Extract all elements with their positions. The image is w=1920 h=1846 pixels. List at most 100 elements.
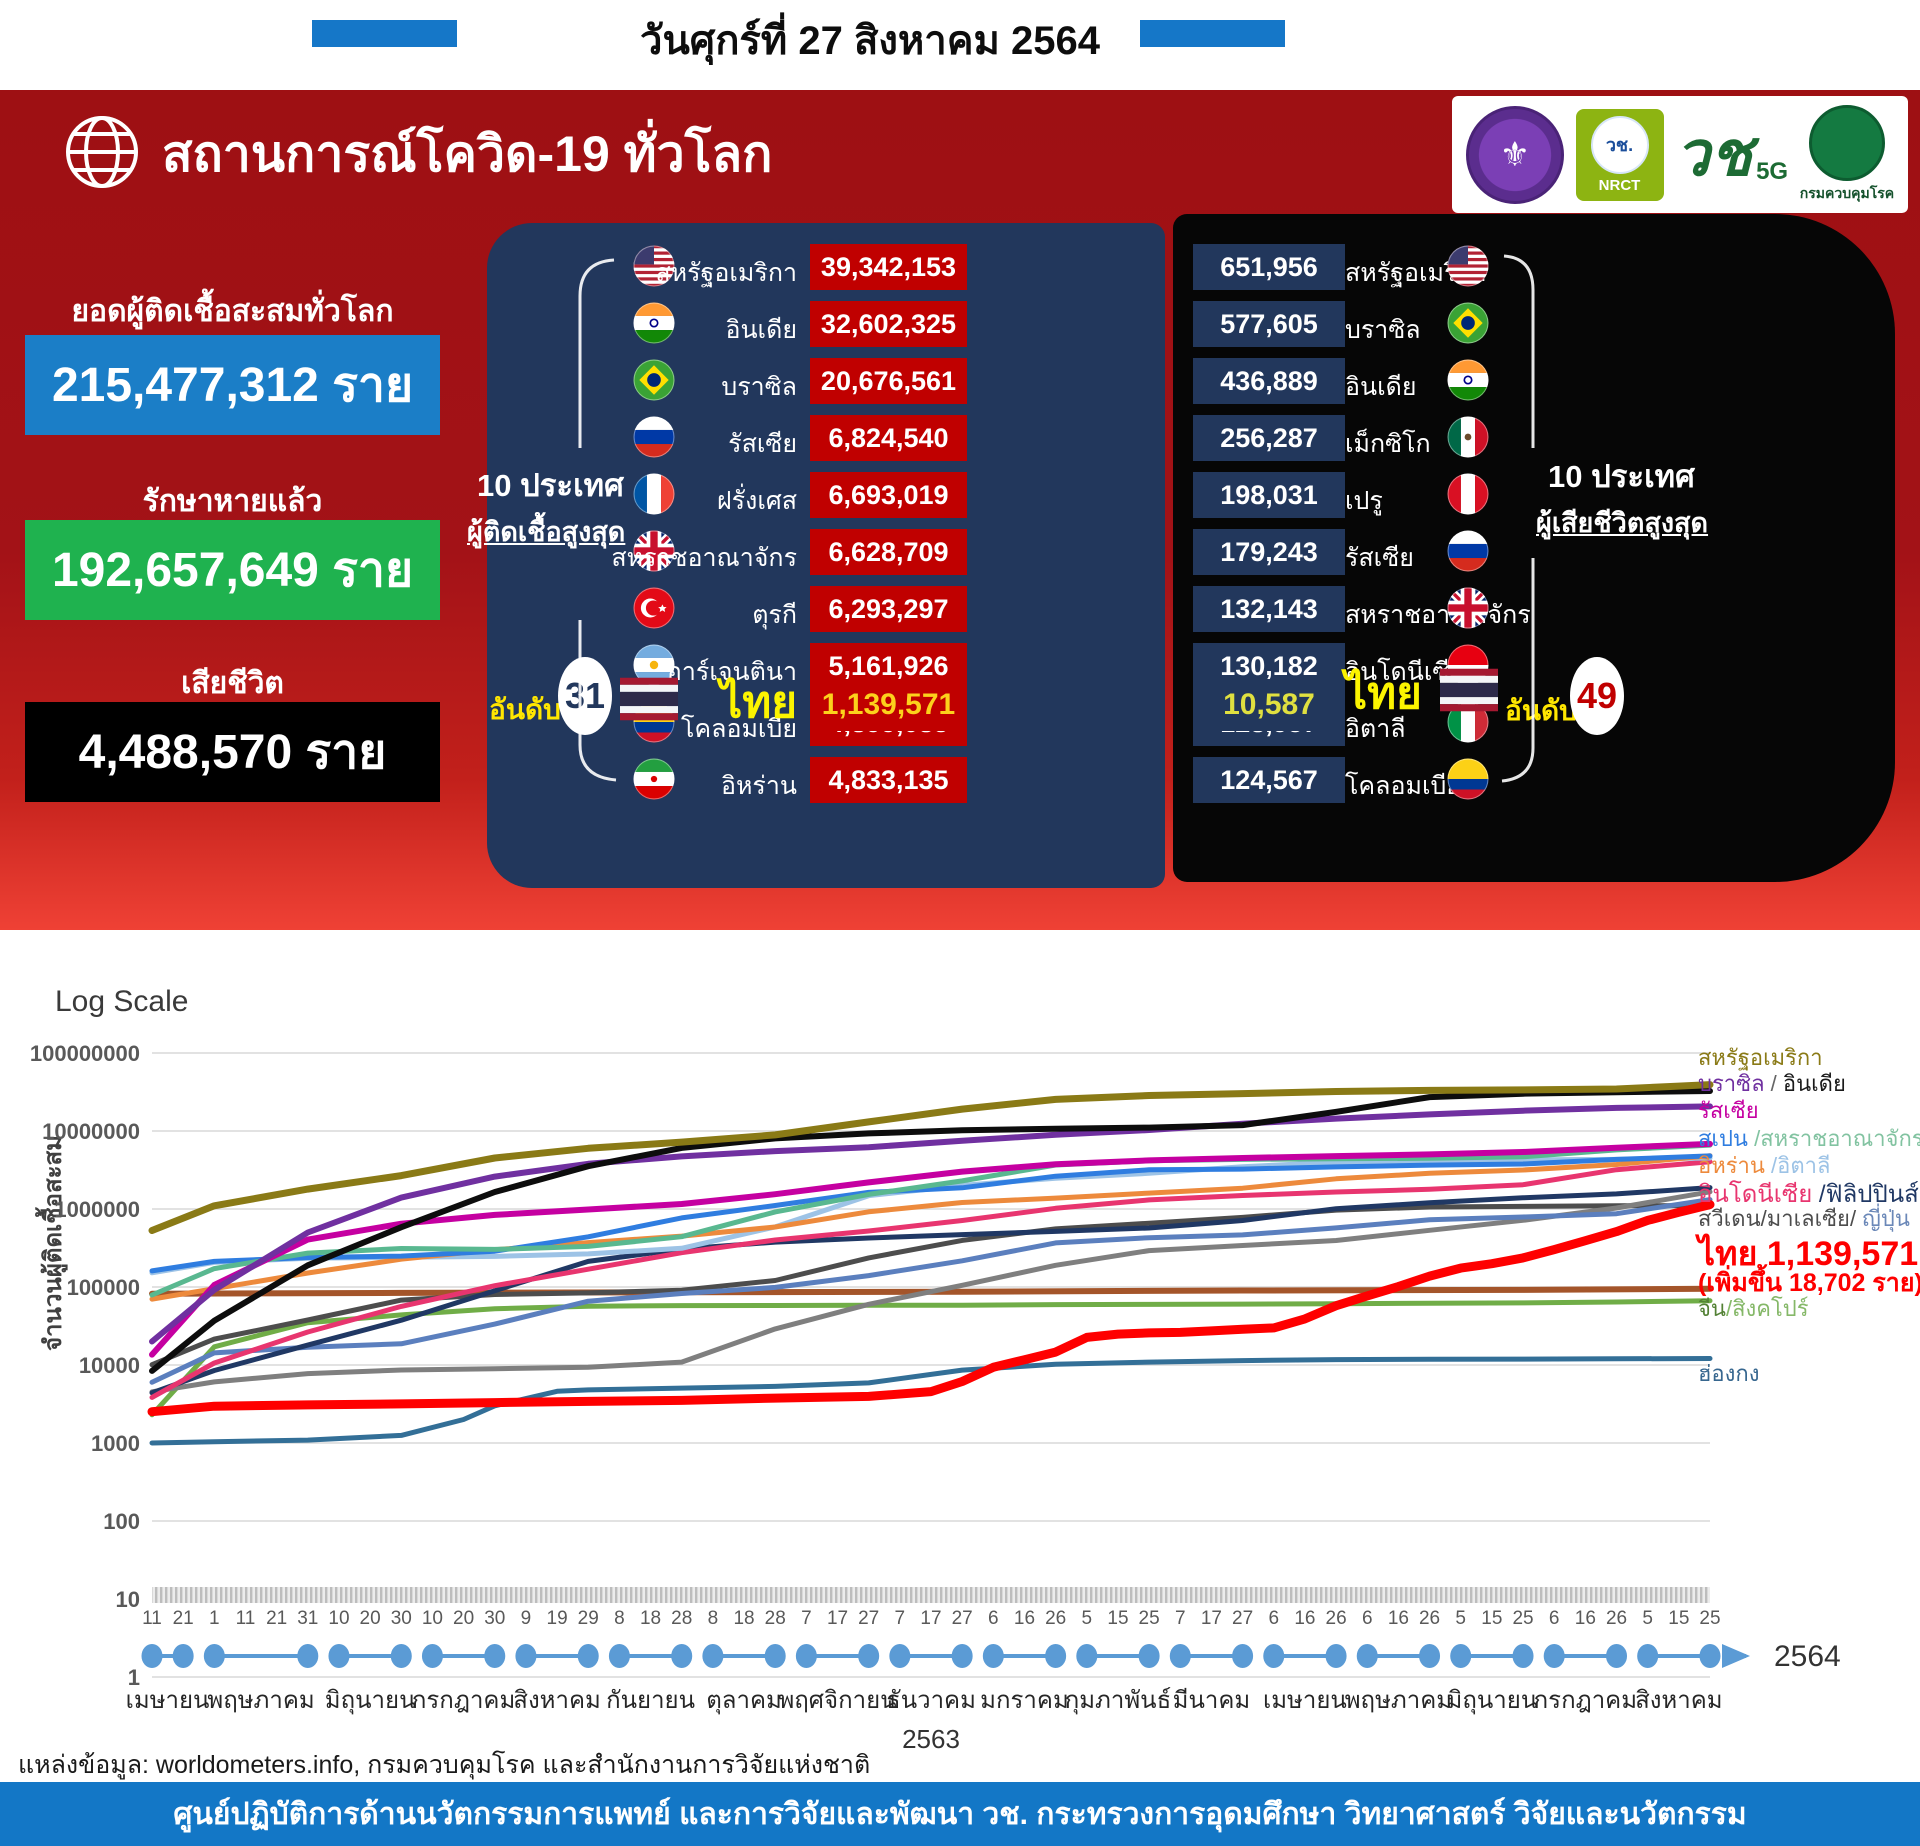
country-name: เปรู [1345, 487, 1383, 515]
country-deaths-value: 651,956 [1193, 244, 1345, 290]
country-name: สหรัฐอเมริกา [655, 259, 797, 287]
country-cases-value: 39,342,153 [810, 244, 967, 290]
moph-emblem [1808, 104, 1885, 181]
svg-text:5: 5 [1642, 1608, 1653, 1629]
thailand-flag-icon [1440, 667, 1498, 718]
deaths-subheading: ผู้เสียชีวิตสูงสุด [1536, 508, 1709, 538]
top-strip: วันศุกร์ที่ 27 สิงหาคม 2564 [0, 0, 1920, 90]
svg-text:16: 16 [1014, 1608, 1035, 1629]
in-flag-icon [1447, 359, 1489, 406]
mx-flag-icon [1447, 416, 1489, 463]
ir-flag-icon [633, 758, 675, 805]
svg-text:กันยายน: กันยายน [606, 1687, 695, 1714]
svg-text:8: 8 [614, 1608, 625, 1629]
thailand-rank-badge: 31 [558, 657, 612, 735]
thailand-deaths-value: 10,587 [1193, 679, 1345, 731]
svg-text:25: 25 [1512, 1608, 1533, 1629]
gb-flag-icon [1447, 587, 1489, 634]
country-cases-value: 4,833,135 [810, 757, 967, 803]
country-deaths-value: 132,143 [1193, 586, 1345, 632]
country-name: อินเดีย [725, 316, 797, 344]
svg-text:18: 18 [640, 1608, 661, 1629]
world-cases-value: 215,477,312 ราย [25, 335, 440, 435]
infected-row: อิหร่าน 4,833,135 [487, 757, 1165, 803]
country-name: อิหร่าน [720, 772, 797, 800]
header-section: สถานการณ์โควิด-19 ทั่วโลก ⚜ วช. NRCT วช … [0, 90, 1920, 930]
svg-text:6: 6 [1362, 1608, 1373, 1629]
svg-text:100000: 100000 [67, 1275, 140, 1300]
svg-text:สิงหาคม: สิงหาคม [513, 1687, 601, 1714]
it-flag-icon [1447, 701, 1489, 748]
report-date: วันศุกร์ที่ 27 สิงหาคม 2564 [640, 19, 1100, 63]
infected-row: สหราชอาณาจักร 6,628,709 [487, 529, 1165, 575]
nrct-emblem: วช. [1590, 115, 1649, 174]
deaths-row: 132,143 สหราชอาณาจักร [1173, 586, 1895, 632]
infected-row: สหรัฐอเมริกา 39,342,153 [487, 244, 1165, 290]
infected-heading: 10 ประเทศ [477, 468, 624, 503]
deaths-row: 256,287 เม็กซิโก [1173, 415, 1895, 461]
svg-text:พฤศจิกายน: พฤศจิกายน [778, 1687, 896, 1714]
svg-text:8: 8 [708, 1608, 719, 1629]
country-name: โคลอมเบีย [680, 715, 797, 743]
deaths-value: 4,488,570 ราย [25, 702, 440, 802]
country-name: โคลอมเบีย [1345, 772, 1462, 800]
svg-text:10: 10 [116, 1587, 140, 1612]
br-flag-icon [633, 359, 675, 406]
deaths-row: 651,956 สหรัฐอเมริกา [1173, 244, 1895, 290]
svg-text:16: 16 [1388, 1608, 1409, 1629]
chart-title: Log Scale [55, 985, 189, 1018]
us-flag-icon [1447, 245, 1489, 292]
thailand-name: ไทย [720, 678, 797, 727]
svg-text:100: 100 [103, 1509, 140, 1534]
svg-text:28: 28 [765, 1608, 786, 1629]
recovered-label: รักษาหายแล้ว [142, 485, 323, 518]
svg-text:สิงหาคม: สิงหาคม [1635, 1687, 1723, 1714]
nrct-logo: วช. NRCT [1575, 108, 1664, 201]
svg-text:15: 15 [1107, 1608, 1128, 1629]
svg-text:6: 6 [1268, 1608, 1279, 1629]
svg-text:10: 10 [328, 1608, 349, 1629]
svg-text:2564: 2564 [1774, 1640, 1841, 1673]
decorative-bar-left [312, 20, 457, 47]
us-flag-icon [633, 245, 675, 292]
deaths-heading: 10 ประเทศ [1548, 459, 1695, 494]
wch-5g-logo: วช 5G [1675, 119, 1789, 189]
globe-icon [62, 112, 142, 197]
infected-row: อินเดีย 32,602,325 [487, 301, 1165, 347]
svg-text:27: 27 [952, 1608, 973, 1629]
svg-text:5: 5 [1455, 1608, 1466, 1629]
svg-text:มกราคม: มกราคม [980, 1687, 1069, 1714]
svg-text:25: 25 [1699, 1608, 1720, 1629]
svg-text:26: 26 [1326, 1608, 1347, 1629]
svg-text:20: 20 [360, 1608, 381, 1629]
svg-text:7: 7 [1175, 1608, 1186, 1629]
country-deaths-value: 198,031 [1193, 472, 1345, 518]
svg-text:21: 21 [173, 1608, 194, 1629]
infected-row: ตุรกี 6,293,297 [487, 586, 1165, 632]
svg-text:มีนาคม: มีนาคม [1173, 1687, 1251, 1714]
country-cases-value: 6,628,709 [810, 529, 967, 575]
svg-text:7: 7 [895, 1608, 906, 1629]
gb-flag-icon [633, 530, 675, 577]
thailand-name: ไทย [1345, 669, 1422, 718]
mhesi-logo: ⚜ [1465, 105, 1564, 204]
country-name: รัสเซีย [728, 430, 797, 458]
ddc-logo: กรมควบคุมโรค [1800, 104, 1894, 205]
data-source: แหล่งข้อมูล: worldometers.info, กรมควบคุ… [18, 1751, 871, 1779]
country-name: อิตาลี [1345, 715, 1406, 743]
svg-text:19: 19 [547, 1608, 568, 1629]
fr-flag-icon [633, 473, 675, 520]
svg-text:กรกฎาคม: กรกฎาคม [412, 1687, 515, 1714]
svg-text:เมษายน: เมษายน [126, 1687, 210, 1714]
svg-text:11: 11 [142, 1608, 162, 1629]
svg-text:พฤษภาคม: พฤษภาคม [207, 1687, 314, 1714]
infected-subheading: ผู้ติดเชื้อสูงสุด [467, 517, 626, 547]
country-deaths-value: 179,243 [1193, 529, 1345, 575]
svg-text:26: 26 [1419, 1608, 1440, 1629]
country-deaths-value: 577,605 [1193, 301, 1345, 347]
thailand-rank-badge: 49 [1570, 657, 1624, 735]
svg-text:15: 15 [1481, 1608, 1502, 1629]
svg-text:10: 10 [422, 1608, 443, 1629]
thailand-cases-value: 1,139,571 [810, 679, 967, 731]
country-name: ฝรั่งเศส [717, 487, 797, 515]
